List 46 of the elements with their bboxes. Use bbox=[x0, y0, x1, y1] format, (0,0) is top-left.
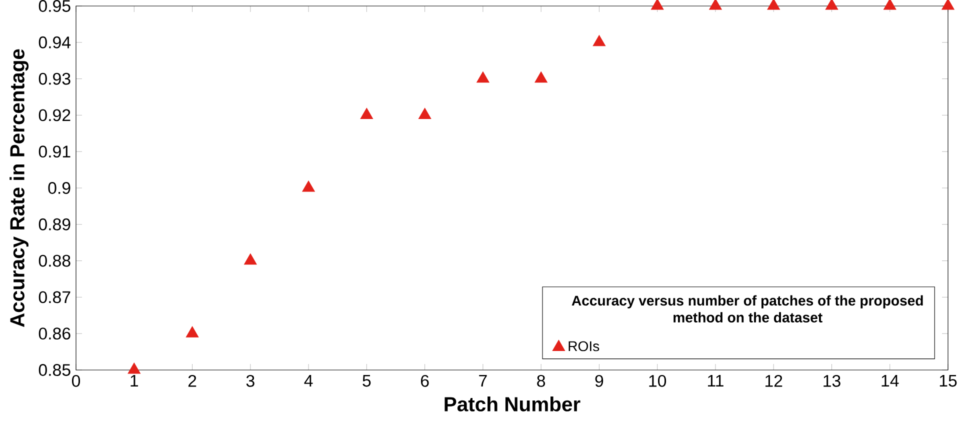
point bbox=[825, 0, 838, 10]
point bbox=[650, 0, 664, 10]
x-tick-label: 13 bbox=[824, 374, 840, 387]
point bbox=[244, 253, 257, 265]
y-tick-label: 0.87 bbox=[38, 291, 70, 304]
y-tick-label: 0.93 bbox=[38, 72, 70, 85]
x-tick-label: 4 bbox=[304, 374, 313, 387]
y-tick-label: 0.95 bbox=[38, 0, 70, 12]
x-tick-label: 11 bbox=[708, 374, 724, 387]
x-tick-label: 9 bbox=[595, 374, 604, 387]
y-tick-label: 0.86 bbox=[38, 328, 70, 340]
y-tick-label: 0.85 bbox=[38, 364, 70, 376]
legend-label: ROIs bbox=[568, 341, 600, 352]
point bbox=[767, 0, 780, 10]
point bbox=[709, 0, 722, 10]
point bbox=[942, 0, 954, 10]
x-tick-label: 6 bbox=[420, 374, 429, 387]
x-axis-title: Patch Number bbox=[444, 396, 580, 412]
point bbox=[128, 362, 141, 374]
point bbox=[360, 108, 374, 119]
x-tick-label: 7 bbox=[479, 374, 487, 387]
x-tick-label: 1 bbox=[130, 374, 138, 387]
point bbox=[418, 108, 432, 119]
x-tick-label: 0 bbox=[72, 374, 80, 387]
y-tick-label: 0.92 bbox=[38, 109, 70, 122]
y-tick-label: 0.91 bbox=[38, 146, 70, 158]
y-axis-title: Accuracy Rate in Percentage bbox=[10, 49, 29, 328]
point bbox=[534, 71, 548, 83]
point bbox=[884, 0, 896, 10]
y-tick-label: 0.89 bbox=[38, 218, 70, 230]
x-tick-label: 3 bbox=[246, 374, 254, 387]
point bbox=[476, 71, 490, 83]
y-tick-label: 0.9 bbox=[48, 182, 70, 194]
x-tick-label: 10 bbox=[649, 374, 666, 387]
point bbox=[302, 180, 315, 192]
legend-title: Accuracy versus number of patches of the proposed method on the dataset bbox=[572, 295, 923, 322]
x-tick-label: 5 bbox=[362, 374, 371, 387]
x-tick-label: 2 bbox=[188, 374, 196, 387]
y-tick-label: 0.94 bbox=[38, 36, 71, 48]
x-tick-label: 8 bbox=[537, 374, 546, 387]
y-tick-label: 0.88 bbox=[38, 254, 70, 267]
point bbox=[592, 35, 606, 46]
point bbox=[186, 326, 199, 338]
x-tick-label: 14 bbox=[882, 374, 899, 387]
x-tick-label: 12 bbox=[766, 374, 782, 387]
x-tick-label: 15 bbox=[940, 374, 957, 387]
